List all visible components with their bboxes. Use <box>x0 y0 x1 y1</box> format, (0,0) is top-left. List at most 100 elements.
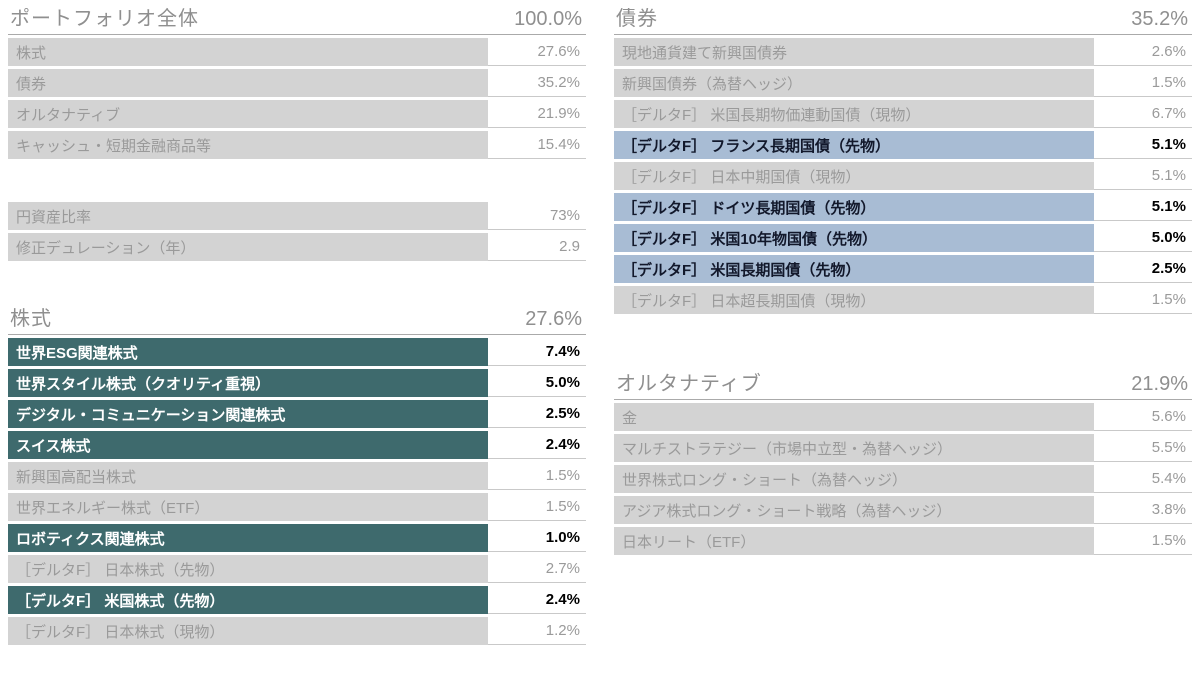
row-label: ［デルタF］ 日本株式（現物） <box>8 617 488 645</box>
row-value: 6.7% <box>1094 100 1192 128</box>
allocation-row: ［デルタF］ 米国株式（先物） 2.4% <box>8 586 586 614</box>
section-title: オルタナティブ <box>616 373 762 395</box>
row-label: 円資産比率 <box>8 202 488 230</box>
row-label: 日本リート（ETF） <box>614 527 1094 555</box>
allocation-row: 現地通貨建て新興国債券 2.6% <box>614 38 1192 66</box>
allocation-row: 債券 35.2% <box>8 69 586 97</box>
allocation-row: 世界ESG関連株式 7.4% <box>8 338 586 366</box>
row-value: 1.2% <box>488 617 586 645</box>
row-label: ［デルタF］ 米国長期物価連動国債（現物） <box>614 100 1094 128</box>
section-gap <box>8 264 586 304</box>
row-value: 15.4% <box>488 131 586 159</box>
row-value: 2.5% <box>1094 255 1192 283</box>
allocation-row: キャッシュ・短期金融商品等 15.4% <box>8 131 586 159</box>
section-header: ポートフォリオ全体 100.0% <box>8 4 586 35</box>
right-column: 債券 35.2% 現地通貨建て新興国債券 2.6% 新興国債券（為替ヘッジ） 1.5% ［デ… <box>614 4 1192 648</box>
row-value: 5.1% <box>1094 162 1192 190</box>
section-header: 債券 35.2% <box>614 4 1192 35</box>
row-label: 新興国債券（為替ヘッジ） <box>614 69 1094 97</box>
row-label: デジタル・コミュニケーション関連株式 <box>8 400 488 428</box>
row-label: ［デルタF］ フランス長期国債（先物） <box>614 131 1094 159</box>
row-value: 1.5% <box>1094 527 1192 555</box>
row-value: 2.5% <box>488 400 586 428</box>
left-column: ポートフォリオ全体 100.0% 株式 27.6% 債券 35.2% オルタナティブ 21.9… <box>8 4 586 648</box>
allocation-row: マルチストラテジー（市場中立型・為替ヘッジ） 5.5% <box>614 434 1192 462</box>
row-label: 株式 <box>8 38 488 66</box>
row-label: ［デルタF］ 日本中期国債（現物） <box>614 162 1094 190</box>
allocation-row: ロボティクス関連株式 1.0% <box>8 524 586 552</box>
allocation-row: ［デルタF］ 米国10年物国債（先物） 5.0% <box>614 224 1192 252</box>
allocation-row: デジタル・コミュニケーション関連株式 2.5% <box>8 400 586 428</box>
allocation-row: オルタナティブ 21.9% <box>8 100 586 128</box>
allocation-row: ［デルタF］ 日本超長期国債（現物） 1.5% <box>614 286 1192 314</box>
row-value: 1.5% <box>1094 286 1192 314</box>
row-value: 21.9% <box>488 100 586 128</box>
allocation-row: 修正デュレーション（年） 2.9 <box>8 233 586 261</box>
allocation-row: 金 5.6% <box>614 403 1192 431</box>
row-label: マルチストラテジー（市場中立型・為替ヘッジ） <box>614 434 1094 462</box>
allocation-row: ［デルタF］ 日本株式（先物） 2.7% <box>8 555 586 583</box>
row-value: 73% <box>488 202 586 230</box>
row-value: 3.8% <box>1094 496 1192 524</box>
row-label: 世界スタイル株式（クオリティ重視） <box>8 369 488 397</box>
row-label: ［デルタF］ 日本超長期国債（現物） <box>614 286 1094 314</box>
allocation-row: アジア株式ロング・ショート戦略（為替ヘッジ） 3.8% <box>614 496 1192 524</box>
allocation-row: ［デルタF］ 日本株式（現物） 1.2% <box>8 617 586 645</box>
row-value: 2.6% <box>1094 38 1192 66</box>
row-value: 5.0% <box>1094 224 1192 252</box>
row-label: キャッシュ・短期金融商品等 <box>8 131 488 159</box>
row-label: 世界ESG関連株式 <box>8 338 488 366</box>
allocation-row: スイス株式 2.4% <box>8 431 586 459</box>
row-label: 世界エネルギー株式（ETF） <box>8 493 488 521</box>
allocation-row: ［デルタF］ 日本中期国債（現物） 5.1% <box>614 162 1192 190</box>
allocation-row: 世界株式ロング・ショート（為替ヘッジ） 5.4% <box>614 465 1192 493</box>
row-label: 修正デュレーション（年） <box>8 233 488 261</box>
row-label: ［デルタF］ 米国10年物国債（先物） <box>614 224 1094 252</box>
section-total: 35.2% <box>1131 8 1188 30</box>
row-label: ［デルタF］ 米国株式（先物） <box>8 586 488 614</box>
row-value: 7.4% <box>488 338 586 366</box>
portfolio-allocation-page: ポートフォリオ全体 100.0% 株式 27.6% 債券 35.2% オルタナティブ 21.9… <box>8 4 1192 648</box>
section-gap <box>614 317 1192 369</box>
row-value: 2.9 <box>488 233 586 261</box>
allocation-row: 円資産比率 73% <box>8 202 586 230</box>
row-value: 5.5% <box>1094 434 1192 462</box>
row-value: 1.5% <box>488 493 586 521</box>
row-label: 世界株式ロング・ショート（為替ヘッジ） <box>614 465 1094 493</box>
row-label: ［デルタF］ 米国長期国債（先物） <box>614 255 1094 283</box>
row-value: 5.1% <box>1094 131 1192 159</box>
allocation-row: 新興国高配当株式 1.5% <box>8 462 586 490</box>
row-label: アジア株式ロング・ショート戦略（為替ヘッジ） <box>614 496 1094 524</box>
section-total: 21.9% <box>1131 373 1188 395</box>
row-label: スイス株式 <box>8 431 488 459</box>
row-value: 2.4% <box>488 431 586 459</box>
allocation-row: 株式 27.6% <box>8 38 586 66</box>
section-total: 27.6% <box>525 308 582 330</box>
section-header: オルタナティブ 21.9% <box>614 369 1192 400</box>
row-value: 1.0% <box>488 524 586 552</box>
section-gap <box>8 162 586 202</box>
section-title: 株式 <box>10 308 52 330</box>
row-value: 5.0% <box>488 369 586 397</box>
row-value: 5.1% <box>1094 193 1192 221</box>
row-label: ［デルタF］ ドイツ長期国債（先物） <box>614 193 1094 221</box>
row-value: 1.5% <box>488 462 586 490</box>
row-value: 1.5% <box>1094 69 1192 97</box>
row-label: 金 <box>614 403 1094 431</box>
section-title: 債券 <box>616 8 658 30</box>
allocation-row: ［デルタF］ 米国長期物価連動国債（現物） 6.7% <box>614 100 1192 128</box>
allocation-row: 日本リート（ETF） 1.5% <box>614 527 1192 555</box>
allocation-row: 世界スタイル株式（クオリティ重視） 5.0% <box>8 369 586 397</box>
row-value: 27.6% <box>488 38 586 66</box>
row-label: ［デルタF］ 日本株式（先物） <box>8 555 488 583</box>
row-value: 5.4% <box>1094 465 1192 493</box>
row-label: オルタナティブ <box>8 100 488 128</box>
row-value: 35.2% <box>488 69 586 97</box>
allocation-row: ［デルタF］ ドイツ長期国債（先物） 5.1% <box>614 193 1192 221</box>
row-value: 2.7% <box>488 555 586 583</box>
row-value: 5.6% <box>1094 403 1192 431</box>
section-total: 100.0% <box>514 8 582 30</box>
allocation-row: 世界エネルギー株式（ETF） 1.5% <box>8 493 586 521</box>
row-label: ロボティクス関連株式 <box>8 524 488 552</box>
allocation-row: 新興国債券（為替ヘッジ） 1.5% <box>614 69 1192 97</box>
